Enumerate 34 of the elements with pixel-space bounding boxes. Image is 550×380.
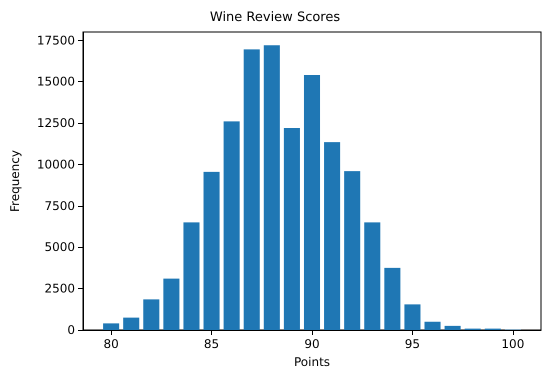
bar: [384, 268, 400, 330]
y-tick-label: 17500: [36, 33, 75, 48]
bar: [163, 278, 180, 330]
bar: [344, 171, 360, 330]
y-axis-title: Frequency: [8, 150, 22, 212]
chart-title: Wine Review Scores: [210, 10, 340, 25]
x-axis-title: Points: [294, 355, 330, 369]
bar: [204, 172, 220, 330]
bar: [143, 299, 160, 330]
bar: [304, 75, 320, 330]
bar: [444, 326, 461, 330]
y-tick-label: 2500: [44, 282, 75, 296]
bar: [244, 49, 260, 330]
bar: [364, 222, 380, 330]
bar: [424, 322, 441, 330]
x-tick-label: 80: [103, 337, 119, 351]
y-tick-label: 0: [67, 323, 75, 337]
bar: [123, 318, 140, 330]
y-tick-label: 5000: [44, 240, 75, 254]
bar: [404, 304, 420, 330]
y-tick-label: 7500: [44, 198, 75, 213]
bar: [183, 222, 200, 330]
y-tick-label: 12500: [36, 116, 75, 130]
bar: [324, 142, 340, 330]
y-tick-label: 10000: [36, 157, 75, 172]
bar: [284, 128, 300, 330]
x-tick-label: 100: [501, 337, 524, 351]
x-tick-label: 85: [204, 337, 220, 351]
y-tick-label: 15000: [36, 74, 75, 89]
bar: [103, 323, 120, 330]
x-tick-label: 95: [404, 337, 420, 351]
bar: [224, 121, 240, 330]
x-tick-label: 90: [304, 337, 320, 351]
bar: [264, 45, 280, 330]
